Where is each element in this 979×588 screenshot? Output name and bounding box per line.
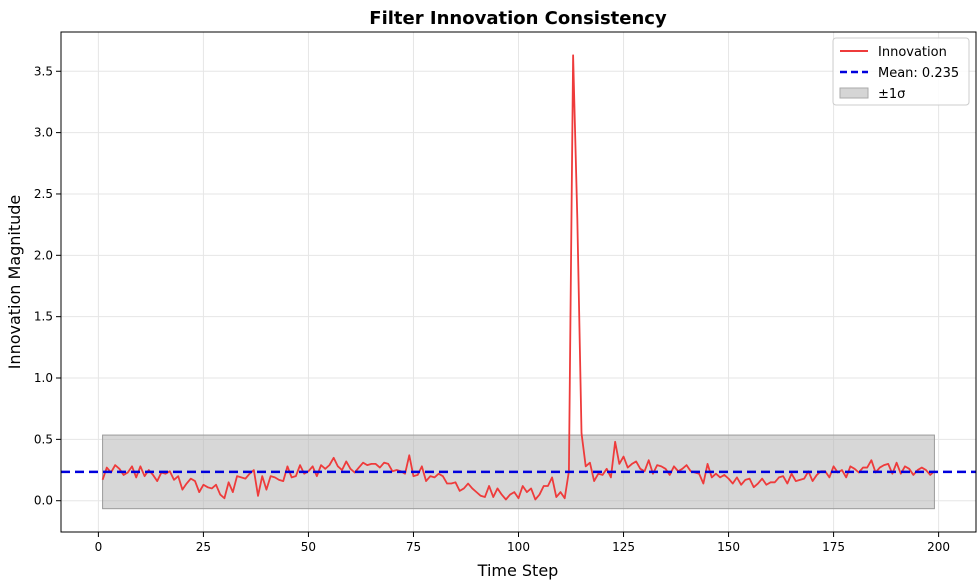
x-tick-label: 25 (196, 540, 211, 554)
x-tick-label: 100 (507, 540, 530, 554)
x-axis-ticks: 0 25 50 75 100 125 150 175 200 (95, 532, 950, 554)
y-tick-label: 2.5 (34, 187, 53, 201)
legend-label-mean: Mean: 0.235 (878, 66, 959, 81)
y-tick-label: 3.0 (34, 126, 53, 140)
y-axis-ticks: 0.0 0.5 1.0 1.5 2.0 2.5 3.0 3.5 (34, 64, 61, 508)
x-axis-label: Time Step (477, 561, 559, 580)
x-tick-label: 0 (95, 540, 103, 554)
y-tick-label: 2.0 (34, 248, 53, 262)
legend: Innovation Mean: 0.235 ±1σ (832, 37, 970, 106)
x-tick-label: 125 (612, 540, 635, 554)
legend-label-band: ±1σ (878, 87, 905, 102)
x-tick-label: 200 (927, 540, 950, 554)
series-layer (61, 54, 976, 501)
chart-title: Filter Innovation Consistency (369, 8, 667, 29)
y-axis-label: Innovation Magnitude (5, 195, 24, 370)
x-tick-label: 175 (822, 540, 845, 554)
x-tick-label: 50 (301, 540, 316, 554)
innovation-line (101, 54, 936, 501)
y-tick-label: 1.5 (34, 310, 53, 324)
y-tick-label: 3.5 (34, 64, 53, 78)
x-tick-label: 75 (406, 540, 421, 554)
y-tick-label: 1.0 (34, 371, 53, 385)
legend-swatch-band (839, 87, 869, 99)
y-tick-label: 0.5 (34, 432, 53, 446)
x-tick-label: 150 (717, 540, 740, 554)
legend-label-innovation: Innovation (878, 45, 947, 60)
y-tick-label: 0.0 (34, 494, 53, 508)
